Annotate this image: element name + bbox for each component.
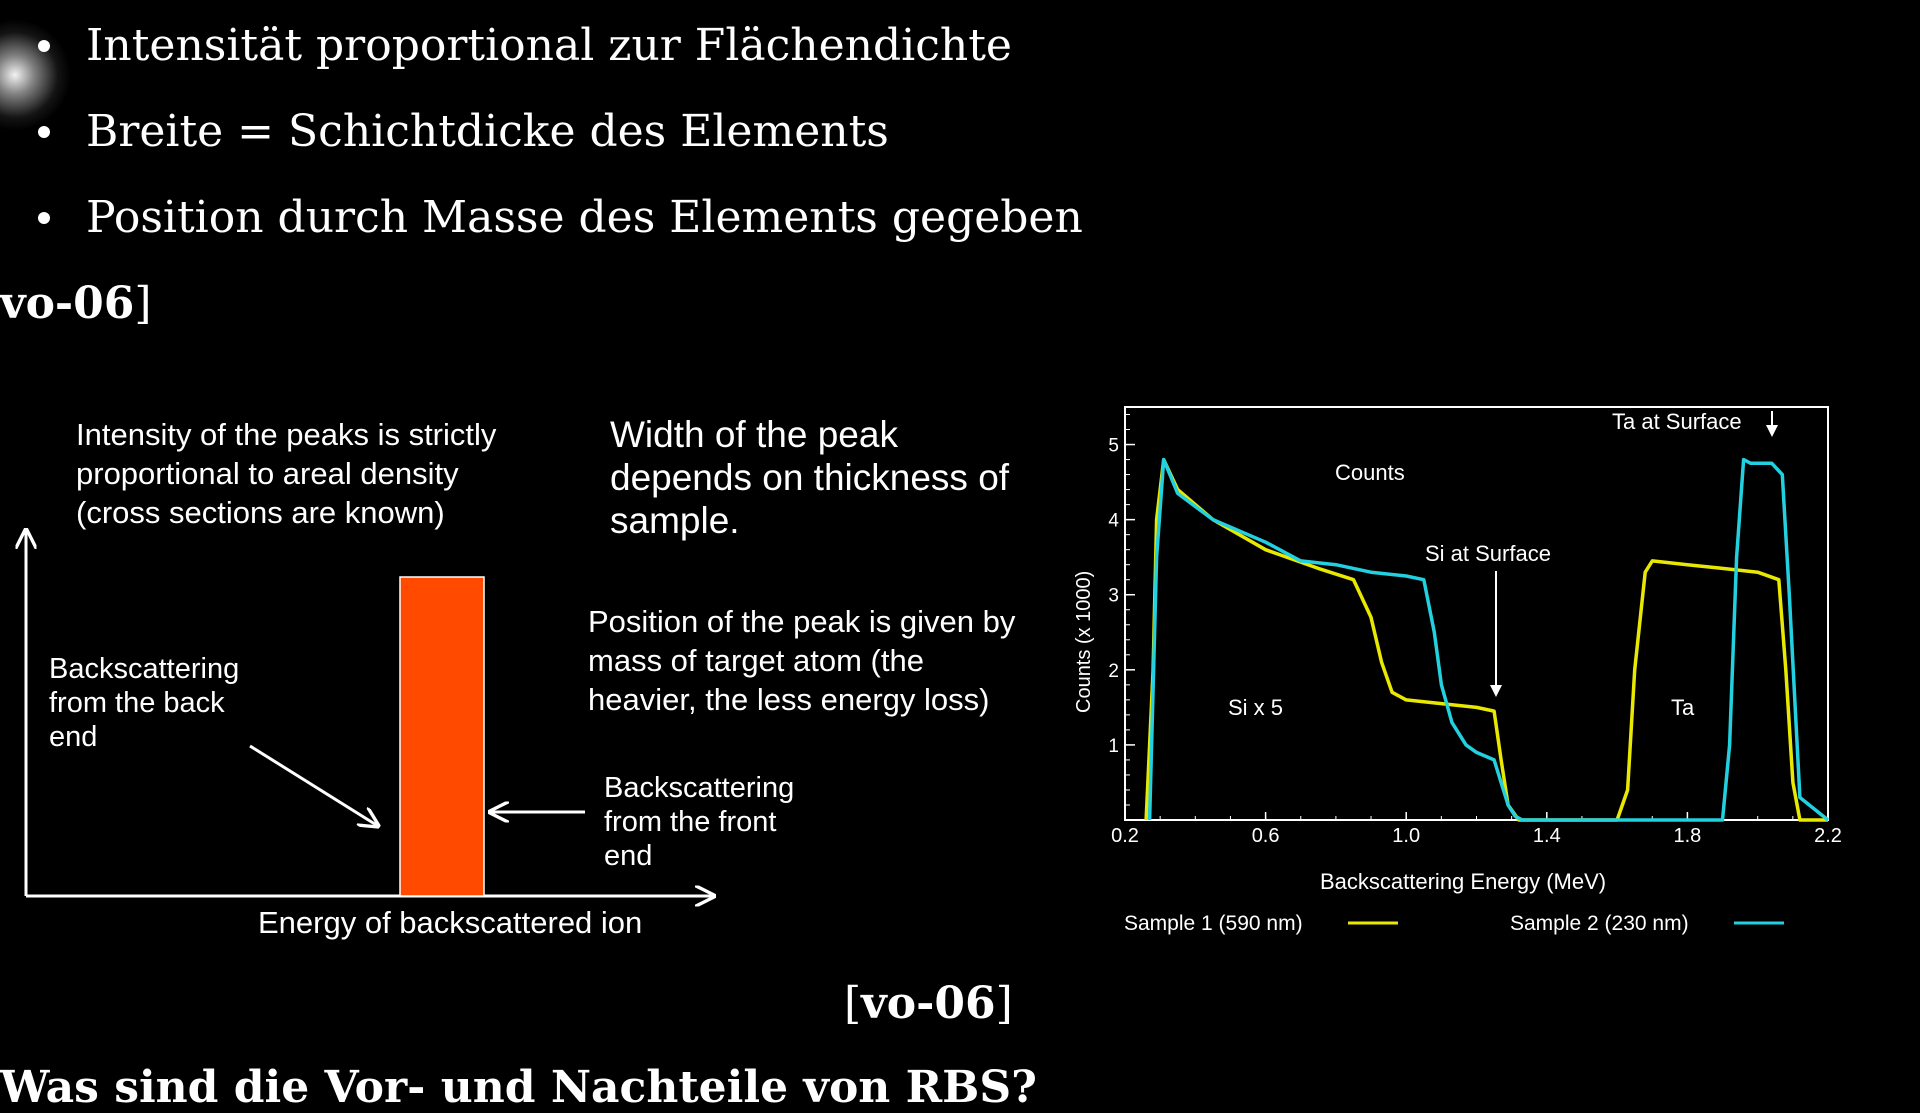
legend-label-sample-1: Sample 1 (590 nm) (1124, 912, 1303, 935)
front-end-label: Backscattering from the front end (604, 772, 795, 872)
x-tick-label: 0.6 (1252, 825, 1280, 847)
ta-surface-arrowhead (1766, 425, 1778, 437)
x-tick-label: 1.8 (1673, 825, 1701, 847)
rbs-spectrum-chart: 0.2 0.6 1.0 1.4 1.8 2.2 1 2 3 4 5 Counts Si at Sur… (1073, 406, 1842, 935)
reference-name: vo-06 (0, 278, 135, 329)
peak-bar (399, 576, 485, 897)
bullet-list: Intensität proportional zur Flächendicht… (0, 18, 1083, 276)
annotation-ta: Ta (1671, 695, 1695, 720)
position-note: Position of the peak is given by mass of… (588, 604, 1016, 717)
back-end-arrow (249, 744, 378, 826)
annotation-ta-surface: Ta at Surface (1612, 409, 1742, 434)
chart-plot-frame (1124, 406, 1829, 821)
x-tick-label: 1.4 (1533, 825, 1561, 847)
chart-xlabel: Backscattering Energy (MeV) (1320, 869, 1606, 894)
series-line-sample-2 (1147, 457, 1830, 822)
bullet-text: Intensität proportional zur Flächendicht… (86, 20, 1012, 71)
annotation-counts: Counts (1335, 460, 1405, 485)
annotation-si-x5: Si x 5 (1228, 695, 1283, 720)
bullet-dot (38, 40, 50, 52)
y-tick-label: 5 (1108, 436, 1119, 457)
series-line-sample-1 (1144, 457, 1828, 822)
y-tick-label: 2 (1108, 661, 1119, 682)
bullet-item: Breite = Schichtdicke des Elements (0, 104, 1083, 190)
x-tick-label: 2.2 (1814, 825, 1842, 847)
reference-bottom: [vo-06] (844, 978, 1013, 1029)
bullet-dot (38, 126, 50, 138)
reference-name: vo-06 (861, 978, 996, 1029)
schematic-graphics (0, 0, 1920, 1080)
reference-bracket: ] (995, 978, 1013, 1029)
bullet-item: Intensität proportional zur Flächendicht… (0, 18, 1083, 104)
y-tick-label: 1 (1108, 736, 1119, 757)
bullet-item: Position durch Masse des Elements gegebe… (0, 190, 1083, 276)
reference-bracket: ] (134, 278, 152, 329)
energy-axis-label: Energy of backscattered ion (258, 905, 643, 940)
x-tick-label: 1.0 (1392, 825, 1420, 847)
bullet-text: Position durch Masse des Elements gegebe… (86, 192, 1083, 243)
y-tick-label: 4 (1108, 511, 1119, 532)
bullet-text: Breite = Schichtdicke des Elements (86, 106, 889, 157)
annotation-si-surface: Si at Surface (1425, 541, 1551, 566)
legend-label-sample-2: Sample 2 (230 nm) (1510, 912, 1689, 935)
back-end-label: Backscattering from the back end (49, 653, 240, 753)
si-surface-arrowhead (1490, 685, 1502, 697)
y-tick-label: 3 (1108, 586, 1119, 607)
bullet-dot (38, 212, 50, 224)
reference-bracket: [ (844, 978, 862, 1029)
width-note: Width of the peak depends on thickness o… (610, 414, 1010, 541)
reference-top: vo-06] (0, 278, 152, 329)
chart-ylabel: Counts (x 1000) (1073, 571, 1095, 713)
next-section-heading: Was sind die Vor- und Nachteile von RBS? (0, 1062, 1037, 1113)
x-tick-label: 0.2 (1111, 825, 1139, 847)
intensity-note: Intensity of the peaks is strictly propo… (76, 417, 497, 530)
